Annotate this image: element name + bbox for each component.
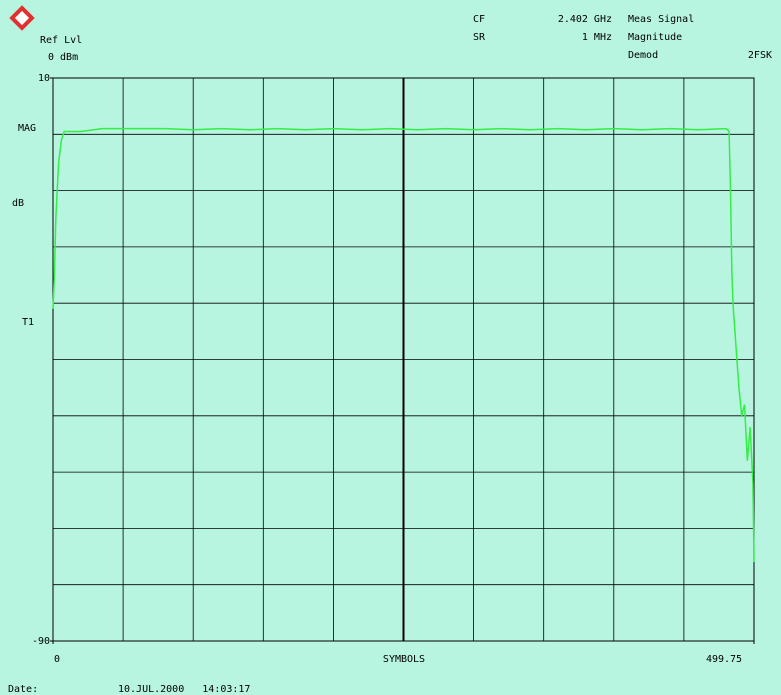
trace-label: MAG	[18, 123, 36, 134]
trace-id: T1	[22, 317, 34, 328]
sr-label: SR	[473, 32, 486, 43]
ref-label: Ref Lvl	[40, 35, 82, 46]
x-tick-label: 0	[54, 654, 60, 665]
demod-label: Demod	[628, 50, 658, 61]
y-tick-label: 10	[38, 73, 50, 84]
cf-label: CF	[473, 14, 485, 25]
logo	[9, 5, 35, 31]
x-tick-label: 499.75	[706, 654, 742, 665]
unit-label: dB	[12, 198, 24, 209]
meas-value: Magnitude	[628, 32, 682, 43]
y-tick-label: -90	[32, 636, 50, 647]
sr-value: 1 MHz	[582, 32, 612, 43]
demod-value: 2FSK	[748, 50, 772, 61]
date-value: 10.JUL.2000 14:03:17	[118, 684, 250, 695]
cf-value: 2.402 GHz	[558, 14, 612, 25]
x-axis-label: SYMBOLS	[383, 654, 425, 665]
meas-label: Meas Signal	[628, 14, 694, 25]
trace	[52, 127, 755, 563]
logo-inner	[14, 10, 30, 26]
ref-value: 0 dBm	[48, 52, 78, 63]
date-label: Date:	[8, 684, 38, 695]
